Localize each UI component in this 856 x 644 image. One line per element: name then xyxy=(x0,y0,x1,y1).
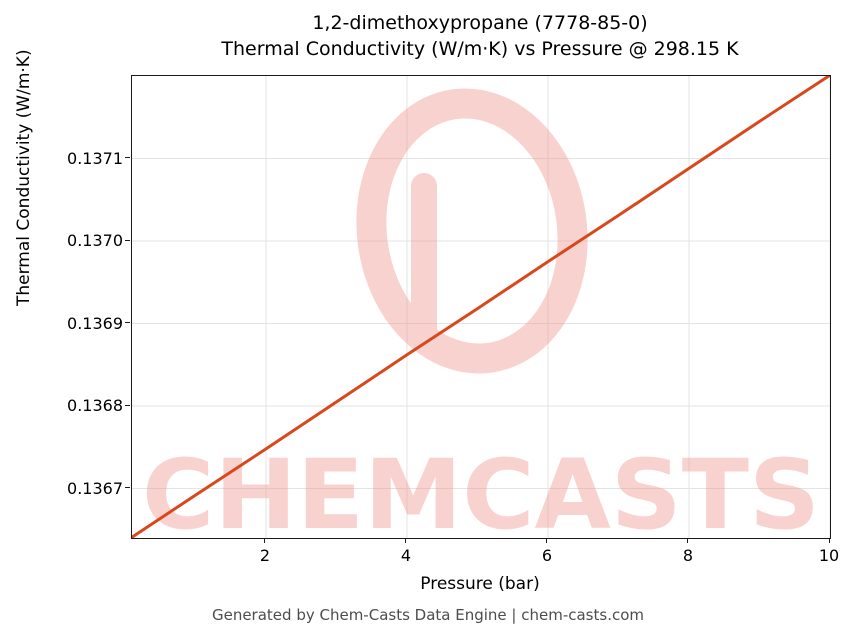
x-tick-label: 8 xyxy=(682,546,694,565)
x-tick-mark xyxy=(264,538,266,543)
y-tick-label: 0.1369 xyxy=(67,313,123,333)
x-tick-label: 4 xyxy=(400,546,412,565)
x-tick-label: 10 xyxy=(818,546,840,565)
x-tick-mark xyxy=(687,538,689,543)
x-tick-mark xyxy=(828,538,830,543)
x-axis-label: Pressure (bar) xyxy=(420,574,540,594)
chart-title: 1,2-dimethoxypropane (7778-85-0) Thermal… xyxy=(131,10,829,62)
y-tick-mark xyxy=(125,487,130,488)
chart-canvas: CHEMCASTS xyxy=(132,76,830,538)
y-tick-mark xyxy=(125,239,130,241)
x-tick-mark xyxy=(405,538,407,543)
chart-title-line1: 1,2-dimethoxypropane (7778-85-0) xyxy=(312,12,648,34)
watermark-logo xyxy=(356,88,588,374)
y-tick-label: 0.1368 xyxy=(67,396,123,415)
y-tick-mark xyxy=(125,157,130,158)
footer-credit: Generated by Chem-Casts Data Engine | ch… xyxy=(211,606,645,624)
watermark-text: CHEMCASTS xyxy=(142,439,820,538)
plot-area: CHEMCASTS xyxy=(131,75,831,539)
series-line xyxy=(132,76,830,538)
y-tick-label: 0.1371 xyxy=(67,148,123,168)
x-tick-label: 2 xyxy=(259,546,271,565)
chart-title-line2: Thermal Conductivity (W/m·K) vs Pressure… xyxy=(221,38,739,60)
x-tick-label: 6 xyxy=(541,546,553,565)
y-tick-mark xyxy=(125,404,130,406)
y-tick-label: 0.1367 xyxy=(67,478,123,498)
y-tick-label: 0.1370 xyxy=(67,231,123,250)
x-tick-mark xyxy=(546,538,548,543)
y-tick-mark xyxy=(125,322,130,323)
